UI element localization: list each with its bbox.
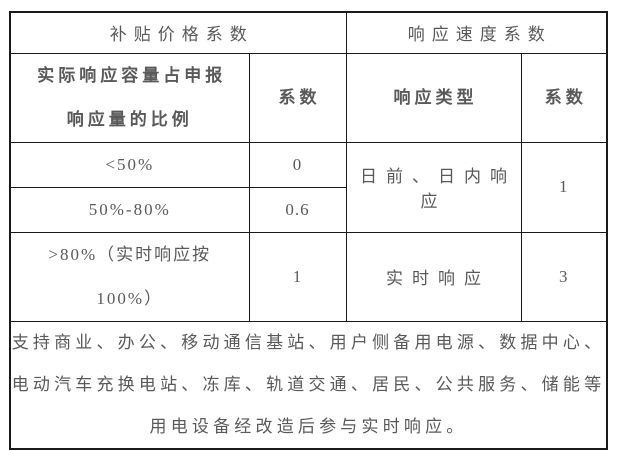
response-type-column-header: 响应类型	[345, 52, 522, 143]
ratio-gt80-cell: >80%（实时响应按 100%）	[9, 231, 250, 322]
speed-coef-3-cell: 3	[520, 231, 608, 322]
ratio-column-header: 实际响应容量占申报 响应量的比例	[9, 52, 250, 143]
speed-coef-1-cell: 1	[520, 141, 608, 233]
table-row: 50%-80% 0.6	[9, 186, 607, 233]
ratio-50-80-cell: 50%-80%	[9, 186, 250, 233]
coefficient-table: 补贴价格系数 响应速度系数 实际响应容量占申报 响应量的比例 系数 响应类型 系…	[9, 11, 608, 450]
coef-1-cell: 1	[248, 231, 347, 322]
price-coefficient-column-header: 系数	[248, 52, 347, 143]
coef-0-cell: 0	[248, 141, 347, 188]
speed-coefficient-group-header: 响应速度系数	[345, 11, 608, 54]
ratio-gt80-line1: >80%（实时响应按	[48, 244, 212, 264]
ratio-lt50-cell: <50%	[9, 141, 250, 188]
ratio-header-line2: 响应量的比例	[66, 109, 193, 129]
speed-coefficient-column-header: 系数	[520, 52, 608, 143]
footnote-row: 支持商业、办公、移动通信基站、用户侧备用电源、数据中心、电动汽车充换电站、冻库、…	[9, 320, 608, 450]
price-coefficient-group-header: 补贴价格系数	[9, 11, 347, 54]
ratio-header-line1: 实际响应容量占申报	[37, 65, 227, 85]
table-row: >80%（实时响应按 100%） 1 实时响应 3	[9, 231, 608, 322]
group-header-row: 补贴价格系数 响应速度系数	[9, 11, 608, 54]
response-type-realtime-cell: 实时响应	[345, 231, 522, 322]
coef-06-cell: 0.6	[248, 186, 347, 233]
ratio-gt80-line2: 100%）	[96, 288, 164, 308]
column-header-row: 实际响应容量占申报 响应量的比例 系数 响应类型 系数	[9, 52, 608, 143]
response-type-dayahead-cell: 日前、日内响应	[345, 141, 522, 233]
table-row: <50% 0 日前、日内响应 1	[9, 141, 608, 233]
footnote-cell: 支持商业、办公、移动通信基站、用户侧备用电源、数据中心、电动汽车充换电站、冻库、…	[9, 320, 608, 450]
